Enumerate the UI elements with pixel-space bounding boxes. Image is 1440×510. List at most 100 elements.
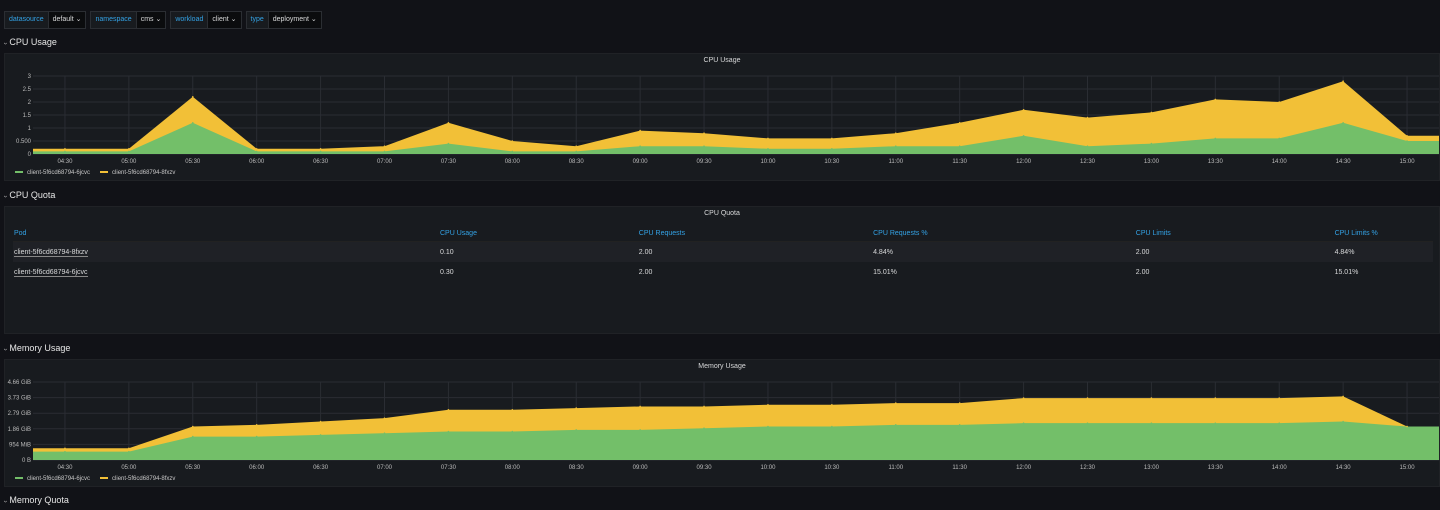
- x-tick-label: 09:30: [697, 465, 713, 471]
- y-tick-label: 0.500: [16, 139, 32, 145]
- data-point: [383, 417, 386, 419]
- data-point: [1278, 422, 1281, 424]
- pod-name[interactable]: client-5f6cd68794-8fxzv: [14, 248, 88, 257]
- pod-name[interactable]: client-5f6cd68794-6jcvc: [14, 268, 88, 277]
- data-point: [1086, 422, 1089, 424]
- memory-usage-chart: 0 B 954 MiB 1.86 GiB 2.79 GiB 3.73 GiB 4.66 G…: [8, 380, 1439, 471]
- x-tick-label: 06:00: [249, 159, 265, 165]
- data-point: [831, 425, 833, 428]
- legend-swatch: [100, 171, 109, 174]
- panel-title[interactable]: Memory Usage: [698, 363, 746, 370]
- x-tick-label: 09:30: [697, 159, 713, 165]
- column-header-cpu-limits-pct[interactable]: CPU Limits %: [1333, 225, 1433, 242]
- cpu-requests-pct-cell: 15.01%: [873, 268, 897, 276]
- data-point: [64, 148, 66, 150]
- data-point: [128, 450, 130, 453]
- cpu-limits-pct-cell: 4.84%: [1333, 241, 1433, 262]
- x-tick-label: 10:30: [824, 159, 840, 165]
- data-point: [767, 403, 769, 406]
- pod-link[interactable]: client-5f6cd68794-8fxzv: [13, 241, 439, 262]
- data-point: [831, 137, 833, 140]
- type-dropdown[interactable]: deployment: [268, 11, 322, 29]
- data-point: [255, 148, 258, 150]
- pod-link[interactable]: client-5f6cd68794-6jcvc: [13, 262, 439, 282]
- legend-item[interactable]: client-5f6cd68794-8fxzv: [100, 476, 175, 482]
- variable-namespace[interactable]: namespace cms: [90, 11, 167, 29]
- x-tick-label: 14:30: [1336, 159, 1352, 165]
- data-point: [894, 145, 897, 147]
- y-tick-label: 3: [28, 74, 32, 80]
- data-point: [1214, 98, 1217, 101]
- cpu-requests-pct-cell: 4.84%: [872, 241, 1135, 262]
- x-tick-label: 07:30: [441, 159, 457, 165]
- x-tick-label: 09:00: [633, 465, 649, 471]
- cpu-quota-table: Pod CPU Usage CPU Requests CPU Requests …: [13, 225, 1433, 282]
- memory-usage-panel: Memory Usage 0 B 954 MiB 1.86 GiB 2.79 GiB 3…: [4, 359, 1440, 487]
- x-tick-label: 10:00: [760, 159, 776, 165]
- x-tick-label: 04:30: [57, 159, 73, 165]
- panel-title[interactable]: CPU Quota: [704, 210, 740, 217]
- data-point: [639, 129, 641, 132]
- x-tick-label: 07:00: [377, 465, 393, 471]
- row-cpu-usage[interactable]: ›CPU Usage: [2, 37, 57, 47]
- data-point: [128, 447, 130, 450]
- data-point: [639, 429, 641, 431]
- data-point: [958, 402, 961, 404]
- legend-item[interactable]: client-5f6cd68794-6jcvc: [15, 170, 90, 176]
- y-tick-label: 2.5: [23, 87, 32, 93]
- x-tick-label: 13:30: [1208, 159, 1224, 165]
- data-point: [1342, 420, 1344, 423]
- legend-label: client-5f6cd68794-8fxzv: [112, 170, 176, 176]
- data-point: [1086, 397, 1089, 399]
- x-tick-label: 06:00: [249, 465, 265, 471]
- variable-type[interactable]: type deployment: [245, 11, 322, 29]
- x-tick-label: 14:30: [1336, 465, 1352, 471]
- row-cpu-quota[interactable]: ›CPU Quota: [2, 190, 56, 200]
- workload-dropdown[interactable]: client: [208, 11, 242, 29]
- data-point: [383, 150, 386, 153]
- data-point: [1086, 116, 1089, 119]
- data-point: [767, 148, 769, 150]
- data-point: [511, 430, 514, 433]
- data-point: [511, 150, 514, 153]
- row-title: CPU Usage: [9, 37, 57, 47]
- x-tick-label: 06:30: [313, 159, 329, 165]
- datasource-dropdown[interactable]: default: [48, 11, 87, 29]
- column-header-cpu-usage[interactable]: CPU Usage: [439, 225, 638, 242]
- x-tick-label: 12:30: [1080, 159, 1096, 165]
- x-tick-label: 09:00: [633, 159, 649, 165]
- variable-datasource[interactable]: datasource default: [4, 11, 87, 29]
- data-point: [1342, 122, 1344, 124]
- variable-label: type: [245, 11, 269, 29]
- y-tick-label: 1: [28, 126, 32, 132]
- x-tick-label: 07:30: [441, 465, 457, 471]
- column-header-cpu-requests[interactable]: CPU Requests: [637, 225, 873, 242]
- panel-title[interactable]: CPU Usage: [703, 57, 741, 64]
- cpu-quota-panel: CPU Quota Pod CPU Usage CPU Requests CPU…: [4, 206, 1440, 334]
- data-point: [703, 405, 705, 408]
- column-header-cpu-limits[interactable]: CPU Limits: [1134, 225, 1334, 242]
- legend-label: client-5f6cd68794-6jcvc: [27, 170, 91, 176]
- data-point: [639, 145, 641, 147]
- data-point: [894, 402, 897, 404]
- data-point: [575, 429, 578, 431]
- data-point: [447, 408, 450, 411]
- variable-workload[interactable]: workload client: [170, 11, 242, 29]
- data-point: [319, 150, 322, 153]
- row-memory-quota[interactable]: ›Memory Quota: [2, 495, 69, 505]
- data-point: [1406, 135, 1408, 137]
- legend-item[interactable]: client-5f6cd68794-6jcvc: [15, 476, 90, 482]
- legend-swatch: [100, 477, 109, 480]
- namespace-dropdown[interactable]: cms: [136, 11, 167, 29]
- data-point: [575, 407, 578, 409]
- data-point: [1342, 80, 1344, 82]
- legend-item[interactable]: client-5f6cd68794-8fxzv: [100, 170, 175, 176]
- column-header-cpu-requests-pct[interactable]: CPU Requests %: [872, 225, 1135, 242]
- column-header-pod[interactable]: Pod: [13, 225, 439, 242]
- data-point: [958, 145, 961, 147]
- data-point: [511, 140, 514, 142]
- data-point: [511, 408, 514, 411]
- row-title: Memory Quota: [9, 495, 69, 505]
- y-tick-label: 2: [28, 100, 32, 106]
- row-memory-usage[interactable]: ›Memory Usage: [2, 343, 71, 353]
